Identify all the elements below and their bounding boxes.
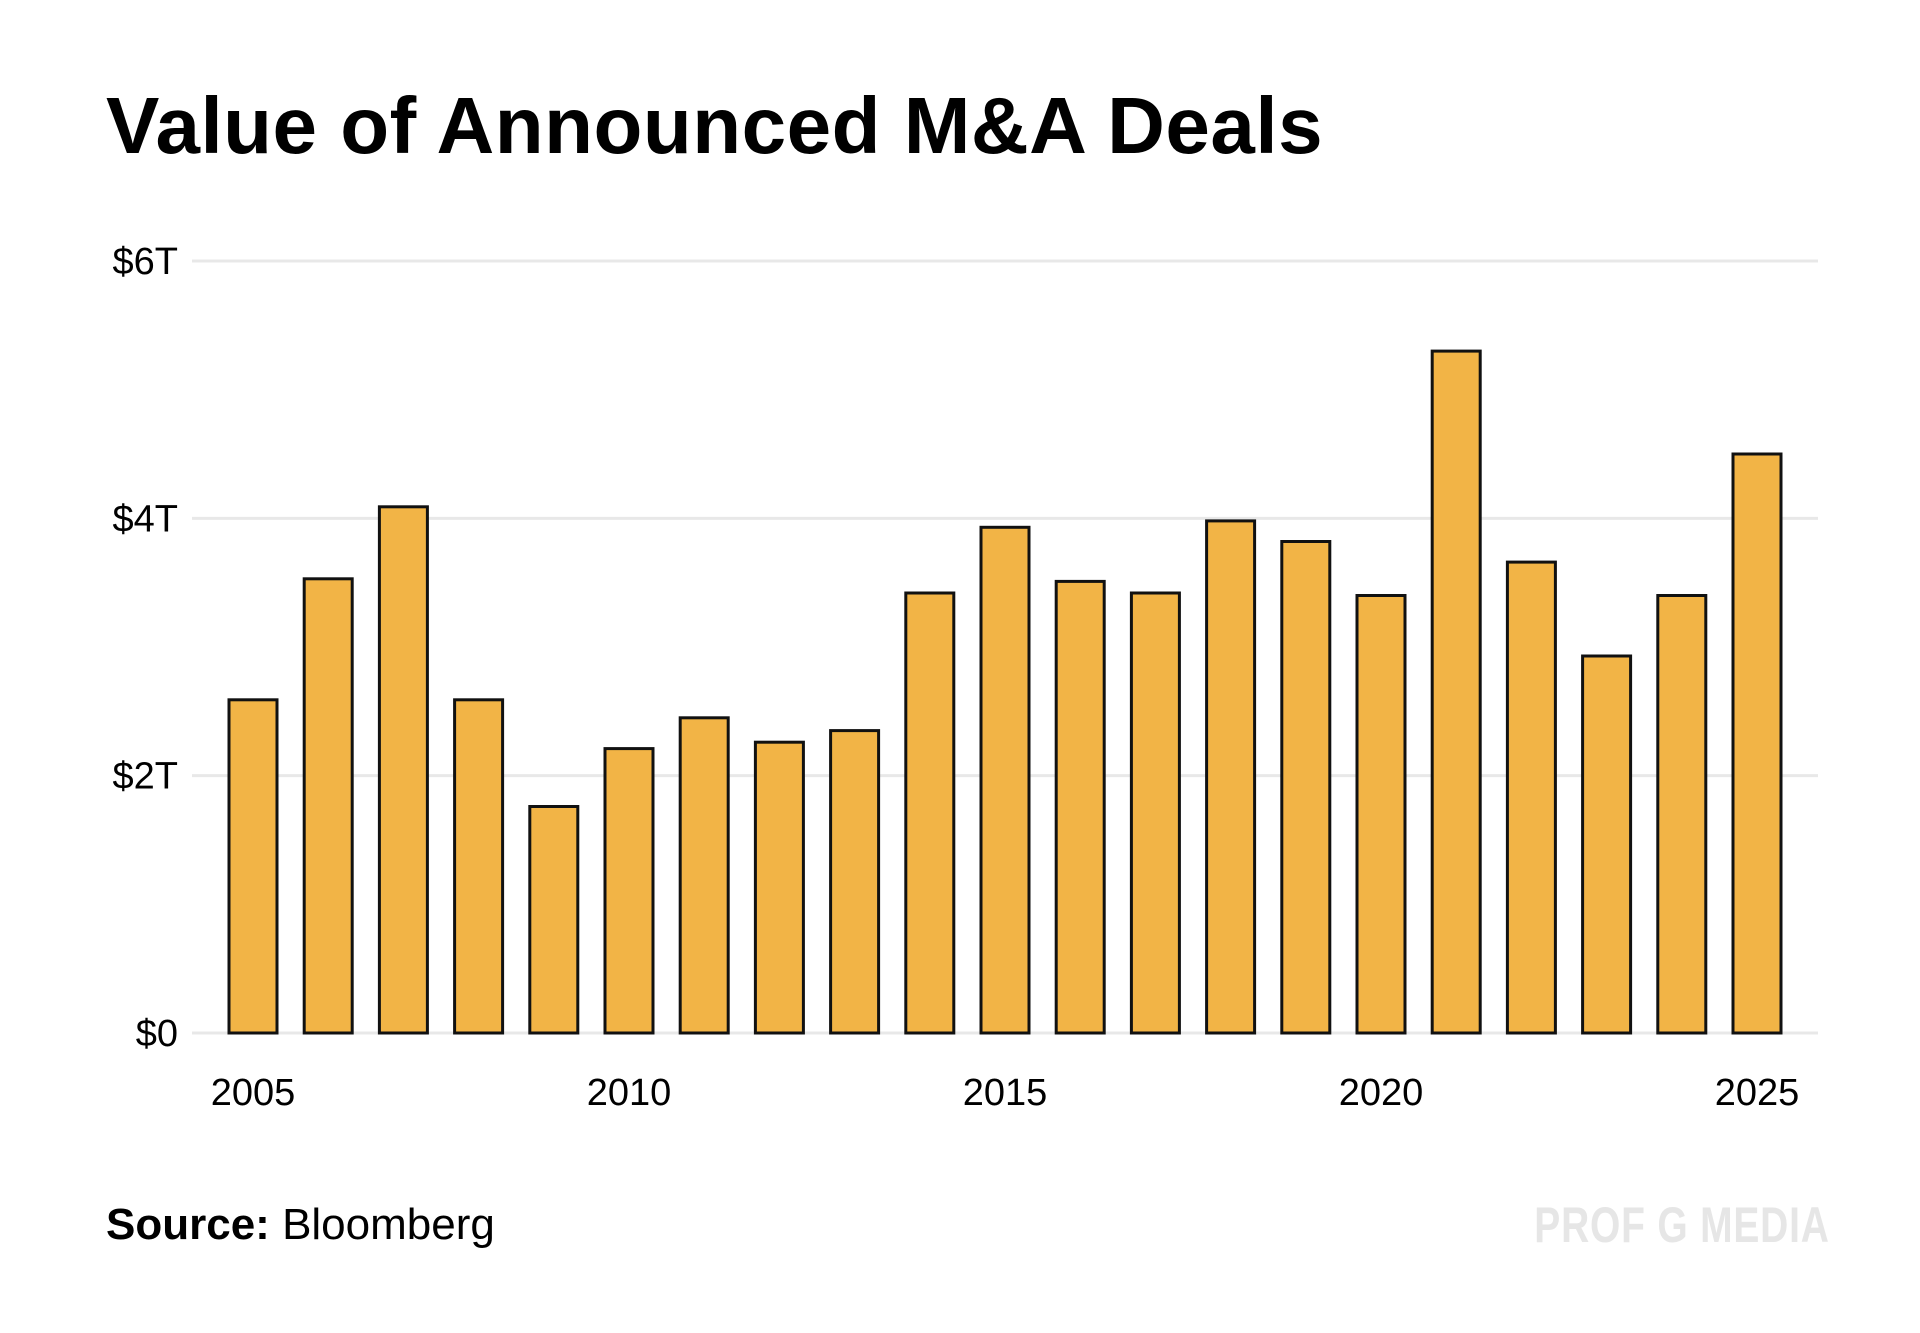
y-tick-label: $6T [113,241,178,283]
bar-2010 [603,747,655,1035]
source-label: Source: [106,1200,270,1249]
bar-2015 [979,525,1031,1035]
x-tick-label: 2015 [963,1072,1048,1114]
bar-2022 [1505,560,1557,1035]
y-axis-ticks: $0 $2T $4T $6T [113,241,178,1055]
bar-2006 [302,577,354,1035]
source-value: Bloomberg [282,1200,495,1249]
bar-2008 [453,698,505,1035]
x-tick-label: 2020 [1339,1072,1424,1114]
bar-2009 [528,805,580,1035]
bar-2011 [678,716,730,1035]
bar-2018 [1205,519,1257,1035]
x-tick-label: 2010 [587,1072,672,1114]
bar-2019 [1280,540,1332,1035]
chart-title: Value of Announced M&A Deals [106,81,1324,170]
x-tick-label: 2005 [211,1072,296,1114]
bar-2017 [1129,591,1181,1035]
bar-2024 [1656,594,1708,1035]
bar-2014 [904,591,956,1035]
y-tick-label: $2T [113,756,178,798]
y-tick-label: $0 [136,1013,178,1055]
x-tick-label: 2025 [1715,1072,1800,1114]
bars [227,349,1783,1035]
x-axis-ticks: 2005 2010 2015 2020 2025 [211,1072,1800,1114]
bar-2013 [829,729,881,1035]
y-tick-label: $4T [113,498,178,540]
bar-2021 [1430,349,1482,1035]
bar-2016 [1054,579,1106,1035]
brand-watermark: PROF G MEDIA [1534,1197,1830,1253]
bar-2020 [1355,594,1407,1035]
bar-2012 [753,740,805,1035]
bar-2005 [227,698,279,1035]
bar-2007 [377,505,429,1035]
source-note: Source: Bloomberg [106,1203,495,1247]
bar-2025 [1731,452,1783,1035]
bar-2023 [1581,654,1633,1035]
